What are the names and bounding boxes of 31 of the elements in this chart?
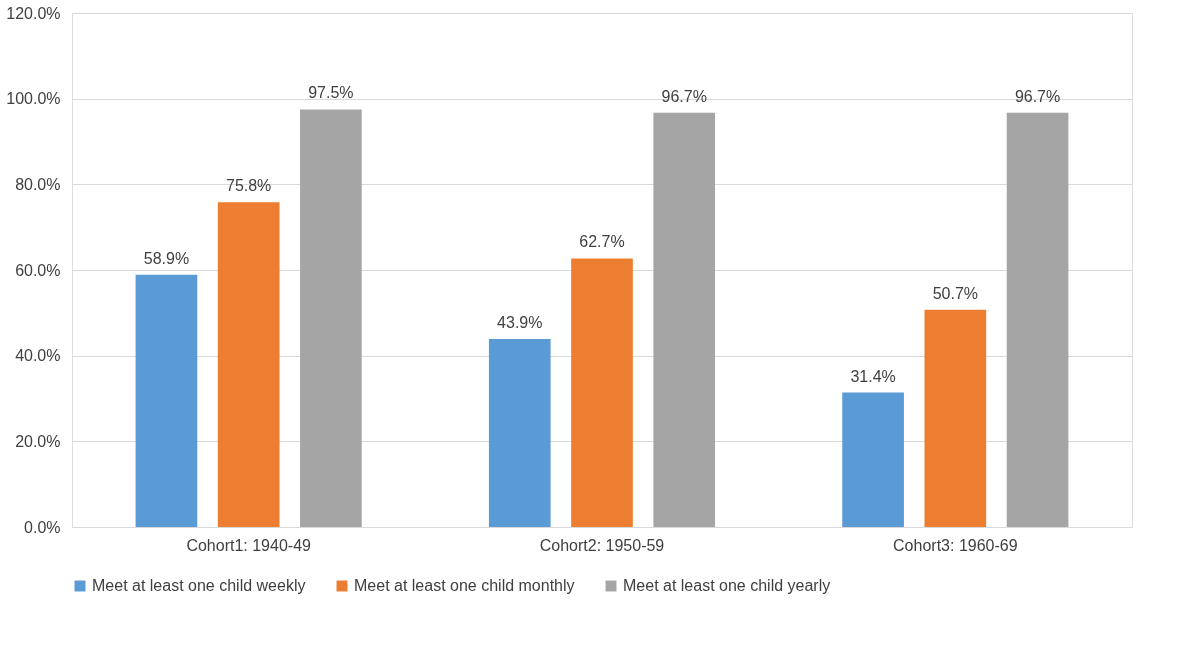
bar bbox=[300, 109, 362, 527]
y-tick-label: 40.0% bbox=[15, 347, 61, 365]
data-label: 75.8% bbox=[225, 177, 272, 195]
legend-label: Meet at least one child yearly bbox=[623, 577, 831, 594]
legend-label: Meet at least one child weekly bbox=[92, 577, 306, 594]
y-tick-label: 0.0% bbox=[24, 518, 61, 536]
data-label: 97.5% bbox=[308, 84, 354, 102]
bar bbox=[135, 274, 198, 527]
y-tick-label: 100.0% bbox=[6, 90, 61, 108]
data-label: 58.9% bbox=[143, 249, 190, 267]
data-label: 43.9% bbox=[497, 313, 543, 331]
data-label: 62.7% bbox=[579, 233, 625, 251]
y-tick-label: 120.0% bbox=[6, 4, 61, 22]
x-tick-label: Cohort1: 1940-49 bbox=[186, 536, 312, 554]
y-tick-label: 80.0% bbox=[15, 175, 61, 193]
bar bbox=[842, 392, 904, 527]
x-tick-label: Cohort2: 1950-59 bbox=[539, 536, 665, 554]
data-label: 96.7% bbox=[661, 87, 707, 105]
bar bbox=[1006, 112, 1069, 527]
bar bbox=[653, 112, 716, 527]
bar bbox=[217, 202, 280, 527]
data-label: 31.4% bbox=[850, 367, 896, 385]
y-tick-label: 60.0% bbox=[15, 261, 61, 279]
legend-label: Meet at least one child monthly bbox=[354, 577, 575, 594]
bar bbox=[571, 258, 633, 527]
x-tick-label: Cohort3: 1960-69 bbox=[893, 536, 1018, 554]
bar bbox=[488, 338, 551, 527]
y-tick-label: 20.0% bbox=[15, 432, 61, 450]
bar bbox=[924, 309, 987, 527]
data-label: 96.7% bbox=[1014, 87, 1061, 105]
data-label: 50.7% bbox=[932, 284, 979, 302]
